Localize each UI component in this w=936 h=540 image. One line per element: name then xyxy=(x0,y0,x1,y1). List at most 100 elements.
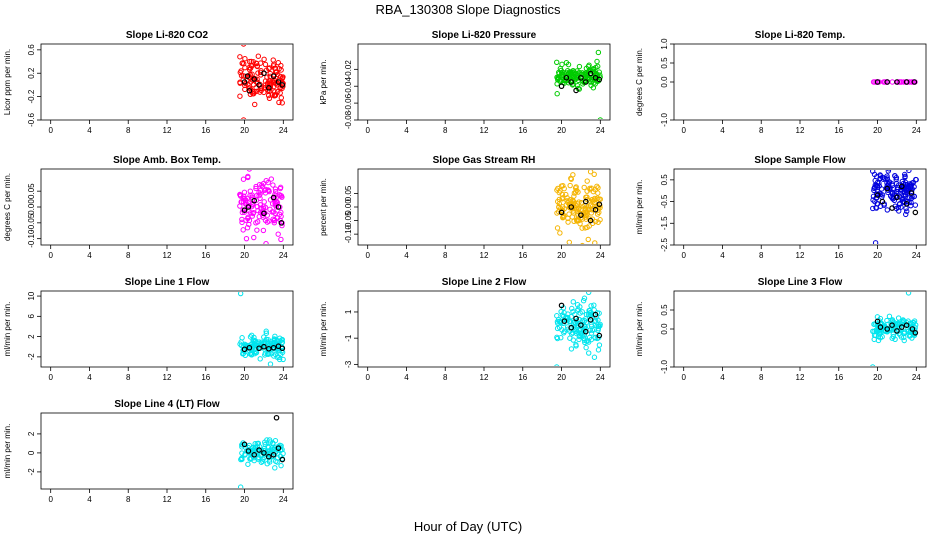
data-point xyxy=(240,227,246,233)
x-tick-label: 0 xyxy=(365,373,370,382)
data-point xyxy=(571,193,577,199)
data-point xyxy=(568,314,574,320)
reference-point xyxy=(261,343,267,350)
y-tick-label: 0.2 xyxy=(27,67,36,79)
data-point xyxy=(260,180,267,187)
reference-point xyxy=(884,79,891,85)
data-point xyxy=(592,240,598,244)
reference-point xyxy=(241,79,248,85)
data-point xyxy=(248,210,254,216)
data-point xyxy=(575,189,581,195)
data-point xyxy=(591,171,597,178)
data-point xyxy=(237,93,243,99)
points-group xyxy=(554,170,603,244)
data-point xyxy=(896,182,902,188)
data-point xyxy=(274,459,280,465)
points-group xyxy=(237,45,286,119)
data-point xyxy=(893,164,897,168)
panel-ylabel: degrees C per min. xyxy=(635,48,644,116)
data-point xyxy=(248,58,254,65)
data-point xyxy=(257,195,263,202)
data-point xyxy=(574,217,580,224)
data-point xyxy=(574,318,580,324)
data-point xyxy=(590,66,597,73)
x-tick-label: 4 xyxy=(404,251,409,260)
y-tick-label: 0.5 xyxy=(660,174,669,186)
reference-point xyxy=(884,185,891,192)
reference-point xyxy=(582,328,589,335)
reference-point xyxy=(275,445,282,451)
x-tick-label: 4 xyxy=(87,495,92,504)
data-point xyxy=(579,333,585,339)
panel-ylabel: ml/min per min. xyxy=(3,302,12,357)
data-point xyxy=(556,204,562,210)
reference-point xyxy=(273,414,280,421)
data-point xyxy=(558,308,564,315)
panel-ylabel: degrees C per min. xyxy=(3,173,12,241)
y-tick-label: 6 xyxy=(27,314,36,319)
panel-ylabel: Licor ppm per min. xyxy=(3,49,12,115)
y-tick-label: -0.05 xyxy=(27,213,36,232)
x-tick-label: 12 xyxy=(480,126,489,135)
data-point xyxy=(574,74,581,80)
data-point xyxy=(272,186,279,192)
reference-point xyxy=(270,344,277,351)
data-point xyxy=(897,201,903,207)
data-point xyxy=(269,201,276,207)
data-point xyxy=(239,450,245,456)
data-point xyxy=(596,342,603,348)
data-point xyxy=(895,315,902,321)
data-point xyxy=(258,205,264,211)
data-point xyxy=(579,70,586,76)
data-point xyxy=(571,73,577,79)
reference-point xyxy=(270,451,277,458)
data-point xyxy=(267,80,273,86)
data-point xyxy=(912,202,919,208)
reference-point xyxy=(568,204,575,210)
y-tick-label: -1.0 xyxy=(660,360,669,374)
data-point xyxy=(272,445,278,451)
data-point xyxy=(263,240,269,244)
data-point xyxy=(585,203,591,210)
y-tick-label: -0.5 xyxy=(660,194,669,208)
data-point xyxy=(257,89,263,95)
panel-8: Slope Line 2 Flow ml/min per min. 0 4 8 12 16 2… xyxy=(319,277,611,382)
data-point xyxy=(568,331,575,337)
data-point xyxy=(901,337,907,344)
data-point xyxy=(251,455,257,461)
x-tick-label: 12 xyxy=(480,373,489,382)
reference-point xyxy=(246,87,253,94)
data-point xyxy=(271,61,277,68)
data-point xyxy=(247,85,253,91)
panel-title: Slope Line 2 Flow xyxy=(442,277,527,288)
data-point xyxy=(884,173,890,179)
data-point xyxy=(903,205,909,212)
data-point xyxy=(563,191,569,198)
data-point xyxy=(593,318,599,324)
data-point xyxy=(584,224,590,231)
figure-title: RBA_130308 Slope Diagnostics xyxy=(375,2,561,17)
data-point xyxy=(581,184,587,191)
reference-point xyxy=(261,210,267,217)
panel-ylabel: ml/min per min. xyxy=(635,180,644,235)
data-point xyxy=(564,67,571,74)
reference-point xyxy=(265,453,272,460)
reference-point xyxy=(903,200,910,207)
points-group xyxy=(554,49,603,119)
reference-point xyxy=(587,317,594,323)
data-point xyxy=(576,199,582,205)
reference-point xyxy=(889,205,895,211)
data-point xyxy=(570,172,576,178)
y-tick-label: -0.2 xyxy=(27,89,36,103)
data-point xyxy=(247,65,254,71)
data-point xyxy=(584,178,590,184)
data-point xyxy=(252,350,258,357)
reference-point xyxy=(573,315,579,322)
outlier-point xyxy=(587,170,594,175)
x-tick-label: 4 xyxy=(720,251,725,260)
reference-point xyxy=(245,448,252,454)
data-point xyxy=(276,356,283,363)
y-tick-label: 0.5 xyxy=(660,57,669,69)
y-tick-label: -1.5 xyxy=(660,216,669,230)
data-point xyxy=(239,335,245,341)
